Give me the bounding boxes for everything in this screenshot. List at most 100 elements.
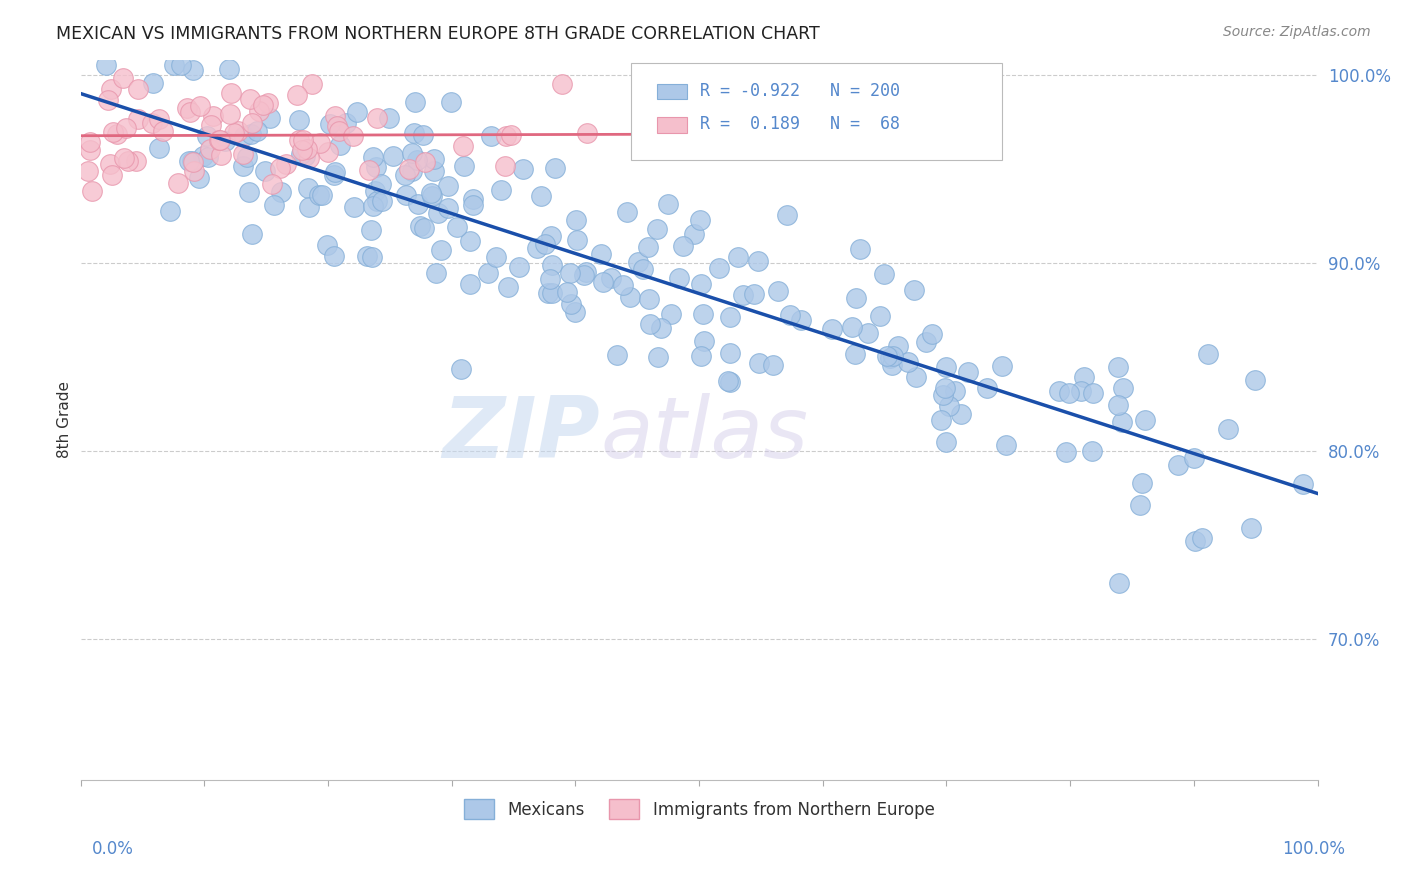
Point: [188, 99, 211, 113]
Text: Source: ZipAtlas.com: Source: ZipAtlas.com: [1223, 25, 1371, 39]
Point: [904, 370, 927, 384]
Point: [98, 156, 121, 170]
Point: [364, 184, 387, 198]
Point: [1057, 386, 1080, 401]
Point: [298, 200, 321, 214]
Point: [226, 124, 249, 138]
Point: [560, 297, 582, 311]
Point: [589, 246, 612, 260]
Point: [408, 196, 430, 211]
Point: [232, 159, 254, 173]
Point: [574, 268, 596, 282]
Point: [187, 171, 209, 186]
Point: [193, 149, 215, 163]
Point: [1191, 531, 1213, 545]
Point: [371, 194, 394, 208]
Point: [322, 249, 344, 263]
FancyBboxPatch shape: [657, 118, 686, 133]
Point: [692, 334, 714, 348]
Point: [224, 126, 246, 140]
Point: [446, 220, 468, 235]
Text: 100.0%: 100.0%: [1282, 840, 1346, 858]
Point: [612, 278, 634, 293]
Point: [236, 150, 259, 164]
Point: [690, 349, 713, 363]
Point: [1184, 534, 1206, 549]
Point: [1167, 458, 1189, 472]
Point: [779, 308, 801, 322]
Point: [112, 151, 135, 165]
Point: [600, 270, 623, 285]
Point: [253, 163, 276, 178]
Point: [938, 399, 960, 413]
Point: [932, 388, 955, 402]
Point: [458, 234, 481, 248]
Point: [880, 358, 903, 372]
Point: [886, 339, 908, 353]
Point: [323, 109, 346, 123]
Point: [419, 186, 441, 201]
Point: [103, 125, 125, 139]
Point: [494, 159, 516, 173]
Point: [689, 213, 711, 227]
Point: [142, 76, 165, 90]
Point: [638, 292, 661, 306]
Point: [427, 206, 450, 220]
Point: [707, 260, 730, 275]
Point: [263, 198, 285, 212]
Point: [218, 62, 240, 76]
Point: [1081, 385, 1104, 400]
Point: [731, 288, 754, 302]
Point: [141, 116, 163, 130]
Point: [747, 253, 769, 268]
Point: [1240, 521, 1263, 535]
Point: [436, 202, 458, 216]
Point: [262, 178, 284, 192]
Point: [661, 308, 683, 322]
Point: [1244, 373, 1267, 387]
Point: [576, 126, 599, 140]
Point: [647, 350, 669, 364]
Point: [415, 154, 437, 169]
Point: [239, 128, 262, 142]
Point: [776, 208, 799, 222]
Point: [413, 221, 436, 235]
Text: MEXICAN VS IMMIGRANTS FROM NORTHERN EUROPE 8TH GRADE CORRELATION CHART: MEXICAN VS IMMIGRANTS FROM NORTHERN EURO…: [56, 25, 820, 43]
Point: [477, 266, 499, 280]
Point: [995, 438, 1018, 452]
Point: [323, 164, 346, 178]
Text: R = -0.922   N = 200: R = -0.922 N = 200: [700, 81, 900, 100]
Point: [316, 145, 339, 159]
Point: [541, 286, 564, 301]
Point: [201, 108, 224, 122]
Point: [718, 345, 741, 359]
Point: [361, 150, 384, 164]
Point: [366, 194, 388, 208]
Point: [650, 321, 672, 335]
Point: [479, 129, 502, 144]
Point: [541, 258, 564, 272]
Point: [181, 155, 204, 169]
Point: [125, 153, 148, 168]
Point: [398, 161, 420, 176]
Point: [163, 58, 186, 72]
Point: [183, 163, 205, 178]
Point: [97, 93, 120, 107]
Point: [318, 117, 340, 131]
Point: [346, 104, 368, 119]
Point: [657, 197, 679, 211]
FancyBboxPatch shape: [657, 84, 686, 99]
Point: [440, 95, 463, 110]
Point: [148, 141, 170, 155]
Point: [378, 111, 401, 125]
Point: [1054, 445, 1077, 459]
Point: [219, 87, 242, 101]
Point: [402, 126, 425, 140]
Point: [288, 113, 311, 128]
FancyBboxPatch shape: [631, 63, 1002, 161]
Point: [232, 146, 254, 161]
Point: [328, 124, 350, 138]
Text: ZIP: ZIP: [443, 392, 600, 475]
Point: [957, 365, 980, 379]
Point: [335, 116, 357, 130]
